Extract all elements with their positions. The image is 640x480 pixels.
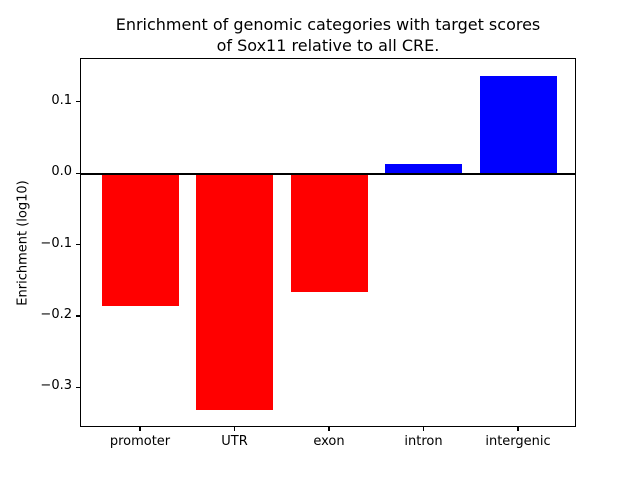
x-tick-mark bbox=[139, 427, 141, 431]
chart-title-line-1: Enrichment of genomic categories with ta… bbox=[115, 15, 541, 34]
x-tick-mark bbox=[328, 427, 330, 431]
x-tick-label-UTR: UTR bbox=[221, 434, 248, 449]
bar-intergenic bbox=[479, 75, 557, 175]
bar-UTR bbox=[196, 174, 273, 410]
x-tick-label-intron: intron bbox=[404, 434, 443, 449]
zero-line bbox=[81, 173, 575, 176]
plot-area bbox=[80, 58, 576, 427]
bar-exon bbox=[290, 174, 368, 293]
y-axis-label: Enrichment (log10) bbox=[15, 180, 31, 306]
x-tick-label-exon: exon bbox=[313, 434, 345, 449]
x-tick-mark bbox=[517, 427, 519, 431]
bar-intron bbox=[385, 163, 462, 175]
chart-title: Enrichment of genomic categories with ta… bbox=[80, 14, 576, 56]
x-tick-label-intergenic: intergenic bbox=[485, 434, 551, 449]
y-tick-label: 0.0 bbox=[51, 164, 72, 180]
y-tick-label: −0.1 bbox=[40, 235, 72, 251]
y-tick-label: −0.3 bbox=[40, 378, 72, 394]
y-tick-label: −0.2 bbox=[40, 307, 72, 322]
bar-promoter bbox=[101, 174, 179, 307]
x-tick-mark bbox=[422, 427, 425, 431]
x-tick-mark bbox=[233, 427, 236, 431]
chart-title-line-2: of Sox11 relative to all CRE. bbox=[216, 36, 440, 55]
x-tick-label-promoter: promoter bbox=[109, 434, 171, 449]
y-tick-label: 0.1 bbox=[51, 92, 72, 108]
